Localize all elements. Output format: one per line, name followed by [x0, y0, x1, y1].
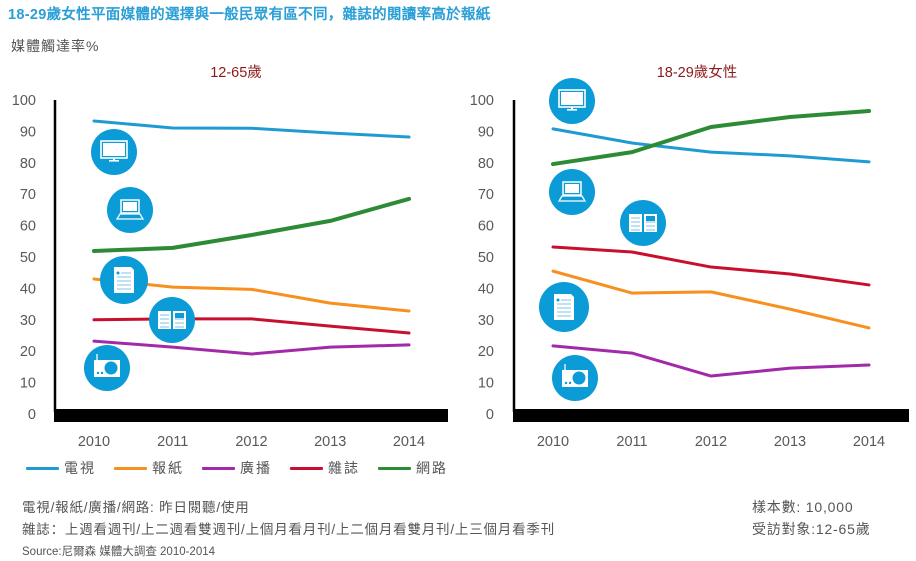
legend-item-internet: 網路	[378, 458, 448, 478]
legend-item-tv: 電視	[26, 458, 96, 478]
y-tick-label: 40	[478, 281, 494, 297]
legend-label: 網路	[416, 460, 448, 476]
x-axis-bar	[513, 409, 909, 422]
source-note: Source:尼爾森 媒體大調查 2010-2014	[22, 546, 216, 558]
radio-icon	[552, 355, 598, 401]
page-title: 18-29歲女性平面媒體的選擇與一般民眾有區不同，雜誌的閱讀率高於報紙	[8, 7, 491, 23]
y-tick-label: 30	[478, 313, 494, 329]
chart-title: 18-29歲女性	[657, 63, 738, 81]
y-tick-label: 20	[478, 344, 494, 360]
x-tick-label: 2014	[853, 434, 885, 450]
survey-target: 受訪對象:12-65歲	[752, 521, 871, 537]
x-tick-label: 2014	[393, 434, 425, 450]
y-tick-label: 0	[28, 407, 36, 423]
y-tick-label: 70	[20, 187, 36, 203]
x-tick-label: 2012	[695, 434, 727, 450]
legend-label: 電視	[64, 460, 96, 476]
y-tick-label: 90	[478, 124, 494, 140]
y-axis-unit-label: 媒體觸達率%	[11, 38, 100, 54]
newspaper-icon	[539, 282, 589, 332]
y-tick-label: 80	[478, 156, 494, 172]
legend-item-newspaper: 報紙	[114, 458, 184, 478]
y-tick-label: 60	[20, 219, 36, 235]
y-tick-label: 50	[478, 250, 494, 266]
x-tick-label: 2010	[537, 434, 569, 450]
legend-swatch	[26, 466, 59, 470]
legend-item-magazine: 雜誌	[290, 458, 360, 478]
magazine-icon	[149, 297, 195, 343]
magazine-definition-note: 雜誌：上週看週刊/上二週看雙週刊/上個月看月刊/上二個月看雙月刊/上三個月看季刊	[22, 522, 556, 537]
y-tick-label: 80	[20, 156, 36, 172]
y-tick-label: 100	[12, 93, 36, 109]
laptop-icon	[107, 187, 153, 233]
radio-icon	[84, 345, 130, 391]
y-tick-label: 70	[478, 187, 494, 203]
tv-icon	[91, 129, 137, 175]
y-tick-label: 30	[20, 313, 36, 329]
definition-note: 電視/報紙/廣播/網路: 昨日閱聽/使用	[22, 500, 250, 515]
chart-panel-women-18-29: 18-29歲女性 0 10 20 30 40 50 60 70 80 90 100 2010 2011 2…	[470, 63, 909, 450]
x-tick-label: 2013	[314, 434, 346, 450]
x-tick-label: 2011	[616, 434, 647, 450]
y-tick-label: 100	[470, 93, 494, 109]
y-tick-label: 50	[20, 250, 36, 266]
y-tick-label: 90	[20, 124, 36, 140]
x-tick-label: 2013	[774, 434, 806, 450]
legend-label: 廣播	[240, 460, 272, 476]
legend-label: 雜誌	[328, 460, 360, 476]
series-line-magazine	[551, 245, 871, 287]
legend-swatch	[378, 466, 411, 470]
legend-swatch	[202, 466, 235, 470]
legend-label: 報紙	[152, 460, 184, 476]
y-tick-label: 10	[478, 376, 494, 392]
y-tick-label: 20	[20, 344, 36, 360]
x-tick-label: 2011	[157, 434, 188, 450]
chart-legend: 電視 報紙 廣播 雜誌 網路	[26, 458, 466, 478]
chart-title: 12-65歲	[210, 64, 262, 81]
sample-size: 樣本數: 10,000	[752, 499, 854, 515]
series-line-radio	[92, 339, 411, 356]
series-line-tv	[92, 119, 411, 139]
tv-icon	[549, 78, 595, 124]
y-tick-label: 0	[486, 407, 494, 423]
y-tick-label: 40	[20, 281, 36, 297]
y-tick-label: 60	[478, 219, 494, 235]
legend-item-radio: 廣播	[202, 458, 272, 478]
newspaper-icon	[100, 256, 148, 304]
legend-swatch	[114, 466, 147, 470]
y-tick-label: 10	[20, 376, 36, 392]
x-axis-bar	[54, 409, 448, 422]
chart-panel-all-ages: 12-65歲 0 10 20 30 40 50 60 70 80 90 100 2010 2011 201…	[12, 64, 448, 450]
laptop-icon	[549, 169, 595, 215]
legend-swatch	[290, 466, 323, 470]
x-tick-label: 2012	[235, 434, 267, 450]
series-line-magazine	[92, 317, 411, 335]
x-tick-label: 2010	[78, 434, 110, 450]
magazine-icon	[620, 200, 666, 246]
series-line-radio	[551, 344, 871, 378]
